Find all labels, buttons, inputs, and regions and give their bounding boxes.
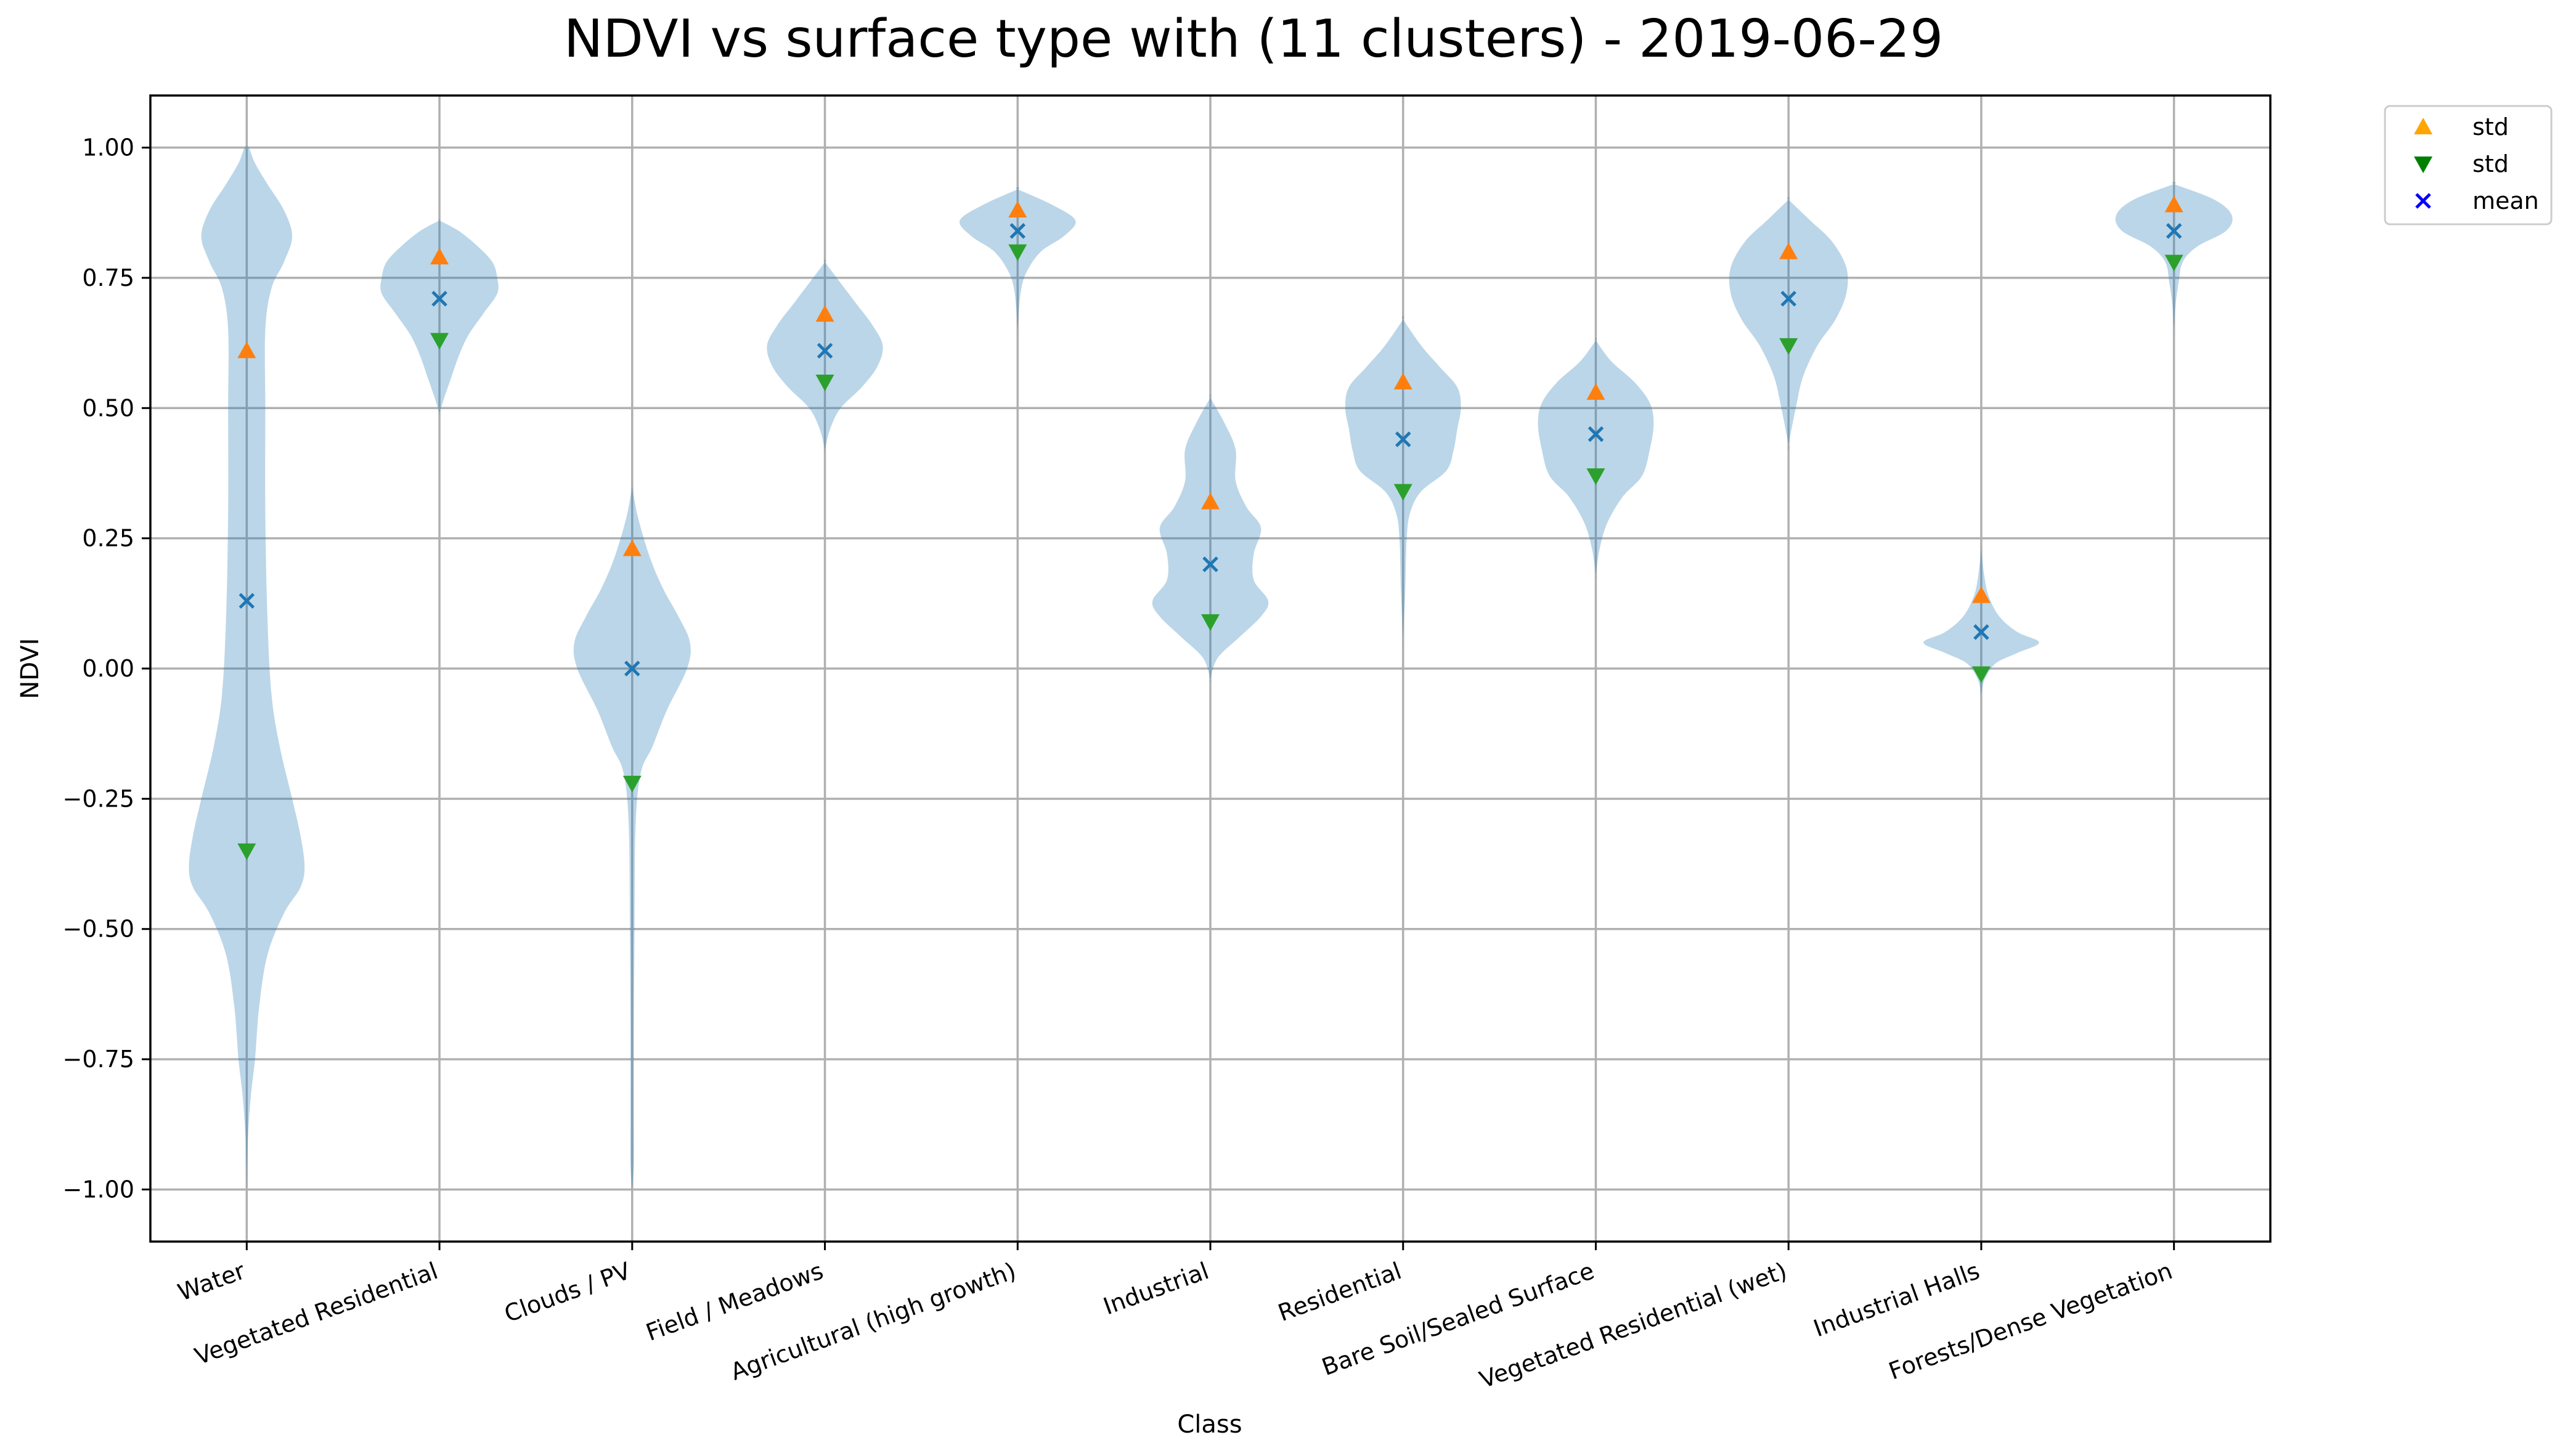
mean-point [624, 661, 640, 677]
std-upper-point [1008, 201, 1027, 218]
std-upper-point [622, 539, 642, 556]
legend: std std mean [2384, 105, 2553, 226]
y-tick-label: −0.75 [63, 1046, 134, 1073]
std-lower-point [1779, 338, 1798, 355]
std-upper-point [1779, 242, 1798, 259]
mean-point [1588, 426, 1604, 442]
violin-2 [573, 482, 691, 1193]
std-lower-point [237, 843, 256, 860]
y-axis-label: NDVI [16, 638, 44, 699]
mean-point [817, 343, 833, 359]
x-tick-label: Clouds / PV [501, 1257, 634, 1328]
y-tick-label: −0.50 [63, 916, 134, 943]
violin-9 [1923, 545, 2039, 697]
mean-point [1202, 556, 1218, 572]
x-tick-label: Field / Meadows [642, 1257, 826, 1346]
std-lower-point [1201, 614, 1220, 631]
legend-marker-std-down [2414, 157, 2432, 173]
std-upper-point [1971, 586, 1991, 603]
y-tick-label: 0.75 [82, 264, 134, 291]
violin-8 [1729, 197, 1848, 449]
y-tick-label: 0.00 [82, 655, 134, 682]
x-tick-label: Industrial [1100, 1257, 1213, 1320]
std-upper-point [2164, 195, 2183, 213]
legend-label: std [2472, 113, 2509, 140]
y-tick-label: 0.25 [82, 525, 134, 552]
std-lower-point [622, 776, 642, 792]
std-upper-point [1201, 492, 1220, 510]
x-axis-label: Class [1177, 1410, 1242, 1439]
mean-point [1395, 431, 1411, 447]
legend-marker-mean [2415, 193, 2431, 209]
std-upper-point [430, 248, 449, 265]
x-tick-label: Water [174, 1257, 249, 1306]
y-axis-ticks: 1.00 0.75 0.50 0.25 0.00 −0.25 −0.50 −0.75 −1.00 [63, 134, 150, 1203]
std-lower-point [1971, 666, 1991, 683]
y-tick-label: −1.00 [63, 1176, 134, 1203]
violin-7 [1538, 338, 1654, 579]
legend-marker-std-up [2414, 118, 2432, 134]
std-lower-point [2164, 254, 2183, 272]
std-upper-point [237, 341, 256, 359]
violin-6 [1345, 316, 1461, 643]
y-tick-label: 1.00 [82, 134, 134, 161]
x-tick-label: Industrial Halls [1810, 1257, 1983, 1342]
markers [237, 195, 2183, 860]
mean-point [1009, 223, 1026, 239]
grid-lines [150, 96, 2270, 1242]
legend-box [2384, 105, 2553, 226]
violin-5 [1152, 394, 1269, 682]
std-lower-point [430, 333, 449, 350]
violin-3 [767, 259, 883, 453]
violin-1 [380, 219, 499, 415]
std-lower-point [1393, 484, 1412, 501]
std-upper-point [815, 305, 834, 322]
mean-point [1780, 290, 1796, 307]
x-tick-label: Residential [1274, 1257, 1405, 1327]
mean-point [238, 593, 255, 609]
violin-0 [189, 145, 305, 1197]
mean-point [2166, 223, 2182, 239]
legend-label: mean [2472, 187, 2539, 214]
std-lower-point [815, 375, 834, 391]
std-lower-point [1008, 244, 1027, 261]
std-upper-point [1393, 373, 1412, 389]
mean-point [431, 290, 447, 307]
chart-title: NDVI vs surface type with (11 clusters) … [564, 9, 1943, 70]
mean-point [1973, 624, 1989, 640]
y-tick-label: −0.25 [63, 785, 134, 812]
std-upper-point [1586, 383, 1605, 400]
std-lower-point [1586, 468, 1605, 486]
y-tick-label: 0.50 [82, 394, 134, 421]
legend-label: std [2472, 150, 2509, 177]
x-tick-label: Vegetated Residential (wet) [1476, 1257, 1790, 1394]
